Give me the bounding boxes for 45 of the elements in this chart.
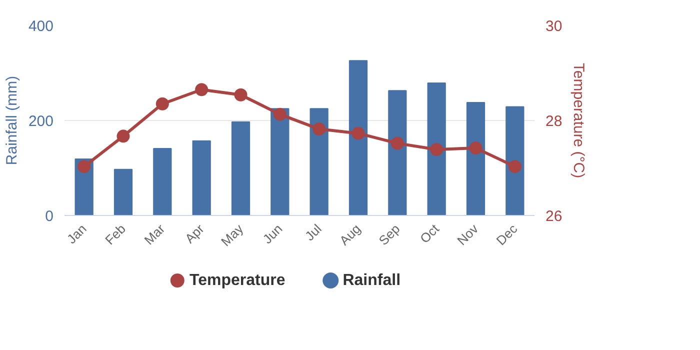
bar [388,90,407,216]
x-tick-label: Oct [416,220,442,246]
y2-tick-label: 26 [546,208,562,225]
x-tick-label: Nov [454,220,482,248]
bar [114,168,133,216]
y2-tick-label: 30 [546,18,562,35]
legend-label: Rainfall [342,272,401,289]
bar [427,82,446,216]
point [195,83,208,96]
point [116,130,130,143]
bar [310,108,328,216]
x-tick-label: Jul [302,221,324,244]
point [273,108,286,121]
y2-axis-title: Temperature (°C) [570,62,588,178]
bar [466,102,486,216]
y-tick-label: 0 [45,208,54,225]
bar [192,140,211,216]
point [469,142,482,155]
x-tick-label: Mar [141,220,168,248]
bar [348,60,368,216]
legend-label: Temperature [190,272,286,289]
bar [153,148,172,216]
y-axis-title: Rainfall (mm) [3,76,20,166]
point [156,97,169,110]
x-tick-label: Dec [493,220,521,248]
x-tick-label: Jun [260,221,286,247]
bar [270,108,290,216]
x-tick-label: Apr [182,220,208,246]
point [312,122,326,136]
point [508,160,522,174]
y-tick-label: 400 [28,18,54,35]
x-tick-label: Jan [64,221,90,247]
point [234,88,248,102]
point [352,126,365,140]
bar [506,106,524,216]
point [430,142,444,156]
point [78,160,91,174]
x-tick-label: Sep [376,221,403,248]
x-tick-label: Aug [336,221,364,248]
x-tick-label: Feb [102,221,129,248]
bar [231,121,250,216]
x-tick-label: May [218,220,246,250]
y-tick-label: 200 [28,113,54,130]
y2-tick-label: 28 [546,113,562,130]
point [390,136,404,150]
